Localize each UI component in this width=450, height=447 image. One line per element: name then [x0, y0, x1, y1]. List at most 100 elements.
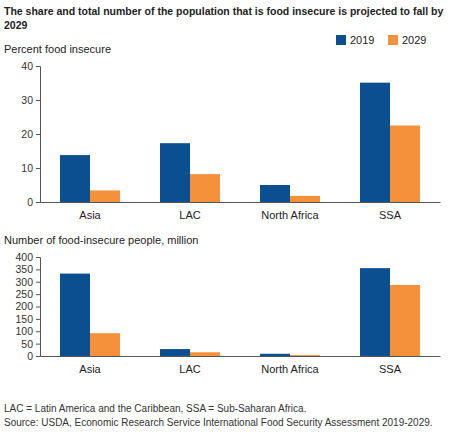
- note: Source: USDA, Economic Research Service …: [4, 417, 433, 428]
- y-tick-label: 250: [15, 288, 33, 300]
- y-axis-line: [36, 258, 41, 357]
- chart-panel: 0 10 20 30 40 Asia LAC North Africa SSA Percent f…: [4, 34, 441, 221]
- y-axis-title: Number of food-insecure people, million: [4, 234, 198, 246]
- y-tick-mark: [36, 356, 40, 357]
- title-line: 2029: [4, 19, 28, 31]
- x-tick: North Africa: [261, 356, 319, 375]
- x-tick: SSA: [379, 202, 402, 221]
- legend-item: 2029: [388, 34, 426, 46]
- x-tick: LAC: [179, 202, 200, 221]
- bars: [60, 268, 420, 356]
- bars: [60, 83, 420, 202]
- bar-series: [60, 83, 390, 202]
- chart-root: The share and total number of the popula…: [0, 0, 450, 447]
- y-tick: 40: [21, 60, 40, 72]
- bar: [160, 143, 190, 202]
- y-tick-label: 400: [15, 251, 33, 263]
- bar: [60, 274, 90, 356]
- bar: [290, 355, 320, 356]
- y-tick-mark: [36, 168, 40, 169]
- y-tick-label: 350: [15, 263, 33, 275]
- x-axis: Asia LAC North Africa SSA: [41, 202, 441, 221]
- y-tick-mark: [36, 307, 40, 308]
- y-tick: 50: [21, 337, 40, 349]
- x-tick-label: LAC: [179, 209, 200, 221]
- bar: [90, 333, 120, 356]
- y-tick-mark: [36, 257, 40, 258]
- legend-swatch: [388, 35, 398, 45]
- legend: 2019 2029: [336, 34, 426, 46]
- x-tick-label: North Africa: [261, 209, 319, 221]
- y-tick-label: 10: [21, 162, 33, 174]
- y-tick-label: 0: [27, 196, 33, 208]
- y-tick: 200: [15, 300, 40, 312]
- x-tick-label: LAC: [179, 363, 200, 375]
- x-tick-label: SSA: [379, 363, 402, 375]
- y-tick: 300: [15, 276, 40, 288]
- y-tick-label: 50: [21, 337, 33, 349]
- x-tick-label: SSA: [379, 209, 402, 221]
- bar: [290, 196, 320, 202]
- y-tick-mark: [36, 344, 40, 345]
- x-tick-label: Asia: [79, 209, 101, 221]
- y-tick-mark: [36, 100, 40, 101]
- y-tick-label: 100: [15, 325, 33, 337]
- y-tick-label: 150: [15, 313, 33, 325]
- x-tick: North Africa: [261, 202, 319, 221]
- x-tick: Asia: [79, 202, 101, 221]
- chart-title: The share and total number of the popula…: [4, 5, 443, 31]
- y-tick-mark: [36, 294, 40, 295]
- bar-series: [60, 268, 390, 356]
- bar: [260, 354, 290, 356]
- bar: [390, 126, 420, 203]
- note: LAC = Latin America and the Caribbean, S…: [4, 403, 306, 414]
- y-tick: 350: [15, 263, 40, 275]
- x-axis: Asia LAC North Africa SSA: [41, 356, 441, 375]
- title-line: The share and total number of the popula…: [4, 5, 443, 17]
- y-tick: 30: [21, 94, 40, 106]
- y-tick-mark: [36, 202, 40, 203]
- y-tick-mark: [36, 134, 40, 135]
- y-tick-label: 300: [15, 276, 33, 288]
- y-tick: 0: [27, 196, 40, 208]
- bar: [160, 349, 190, 356]
- bar: [190, 174, 220, 202]
- bar: [360, 83, 390, 202]
- y-tick-mark: [36, 319, 40, 320]
- legend-label: 2019: [350, 34, 374, 46]
- x-axis-line: [41, 202, 441, 203]
- bar: [260, 185, 290, 202]
- x-tick: LAC: [179, 356, 200, 375]
- y-tick: 250: [15, 288, 40, 300]
- y-tick-label: 30: [21, 94, 33, 106]
- y-tick: 0: [27, 350, 40, 362]
- legend-swatch: [336, 35, 346, 45]
- y-axis-line: [36, 67, 41, 203]
- y-tick-label: 0: [27, 350, 33, 362]
- bar: [90, 190, 120, 202]
- y-tick-mark: [36, 331, 40, 332]
- x-tick: Asia: [79, 356, 101, 375]
- legend-label: 2029: [402, 34, 426, 46]
- bar-series: [90, 285, 420, 356]
- legend-item: 2019: [336, 34, 374, 46]
- y-tick-label: 200: [15, 300, 33, 312]
- y-tick-mark: [36, 282, 40, 283]
- bar: [190, 352, 220, 356]
- y-axis-title: Percent food insecure: [4, 43, 111, 55]
- y-tick: 100: [15, 325, 40, 337]
- bar: [360, 268, 390, 356]
- y-tick-mark: [36, 66, 40, 67]
- x-tick: SSA: [379, 356, 402, 375]
- bar: [390, 285, 420, 356]
- x-tick-label: Asia: [79, 363, 101, 375]
- x-axis-line: [41, 356, 441, 357]
- y-axis: 050100150200250300350400: [15, 251, 40, 362]
- y-tick-label: 40: [21, 60, 33, 72]
- x-tick-label: North Africa: [261, 363, 319, 375]
- y-tick: 20: [21, 128, 40, 140]
- bar-series: [90, 126, 420, 203]
- y-tick: 150: [15, 313, 40, 325]
- y-axis: 0 10 20 30 40: [21, 60, 40, 208]
- y-tick-label: 20: [21, 128, 33, 140]
